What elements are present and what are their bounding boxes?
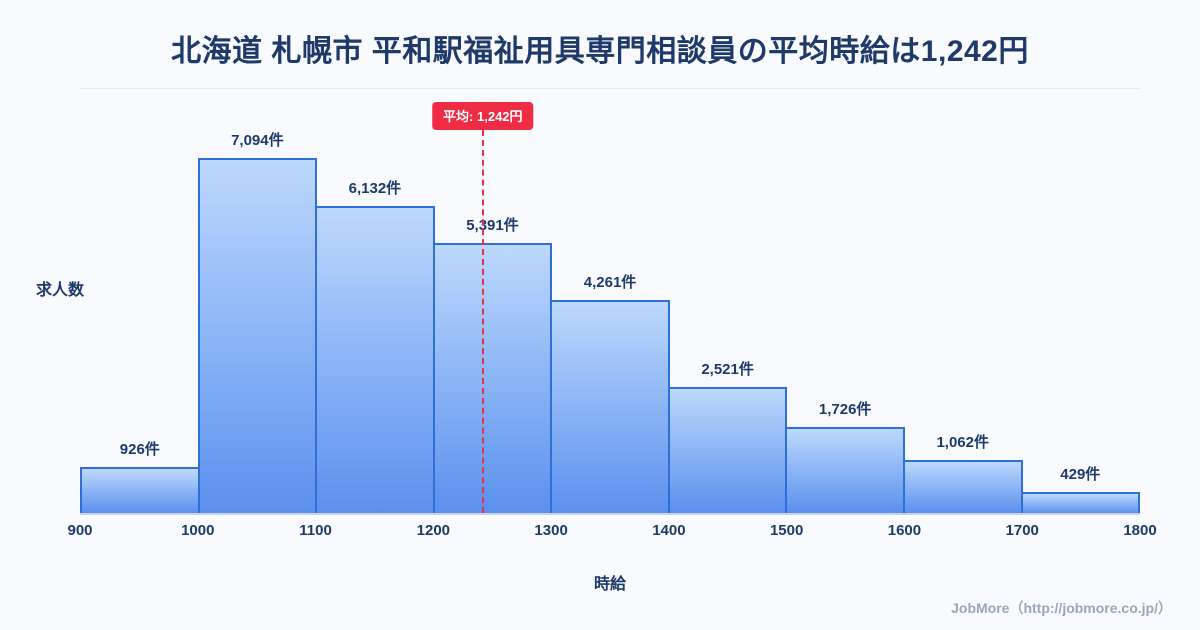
x-tick-label: 1200 [416,522,451,539]
bar-value-label: 2,521件 [701,360,754,378]
histogram-column: 926件 [80,100,200,513]
histogram-column: 1,062件 [902,100,1023,513]
bar-value-label: 5,391件 [466,217,519,235]
histogram-bar [550,299,670,513]
histogram-bar [785,426,905,513]
y-axis-label: 求人数 [36,282,85,299]
x-tick-label: 1300 [534,522,568,539]
histogram-column: 2,521件 [667,100,788,513]
x-tick-label: 1000 [181,522,215,539]
histogram-bar [197,158,318,513]
histogram-column: 5,391件 [432,100,553,513]
bar-value-label: 1,726件 [818,400,872,418]
x-axis-ticks: 900 1000 1100 1200 1300 1400 1500 1600 1700 1800 [67,522,1156,544]
histogram-column: 429件 [1020,100,1141,513]
histogram-bar [80,466,200,513]
histogram-bar [902,459,1023,513]
x-tick-label: 1500 [769,522,804,539]
histogram-bar [432,243,553,513]
x-tick-label: 1700 [1005,522,1039,539]
histogram-bar [1020,491,1141,513]
histogram-bar [315,206,435,513]
plot-area: 平均: 1,242円 926件 7,094件 6,132件 5,391件 4,261件 2… [80,100,1141,515]
histogram-bar [667,386,788,513]
credit-text: JobMore（http://jobmore.co.jp/） [951,600,1172,616]
title-divider [80,88,1140,89]
x-tick-label: 1600 [887,522,922,539]
histogram-column: 7,094件 [197,100,318,513]
bar-value-label: 926件 [119,440,160,458]
bar-value-label: 6,132件 [348,180,402,198]
x-axis-label: 時給 [593,576,626,593]
x-tick-label: 900 [67,522,93,539]
bar-value-label: 7,094件 [231,132,284,149]
histogram-column: 4,261件 [550,100,670,513]
bar-value-label: 1,062件 [936,433,989,451]
histogram-column: 1,726件 [785,100,905,513]
bar-value-label: 4,261件 [583,273,637,291]
x-tick-label: 1100 [299,522,332,539]
x-tick-label: 1400 [652,522,686,539]
average-badge: 平均: 1,242円 [432,102,534,130]
histogram-column: 6,132件 [315,100,435,513]
average-line [481,130,484,513]
x-tick-label: 1800 [1123,522,1157,539]
bar-value-label: 429件 [1060,465,1101,483]
page-title: 北海道 札幌市 平和駅福祉用具専門相談員の平均時給は1,242円 [171,35,1029,68]
